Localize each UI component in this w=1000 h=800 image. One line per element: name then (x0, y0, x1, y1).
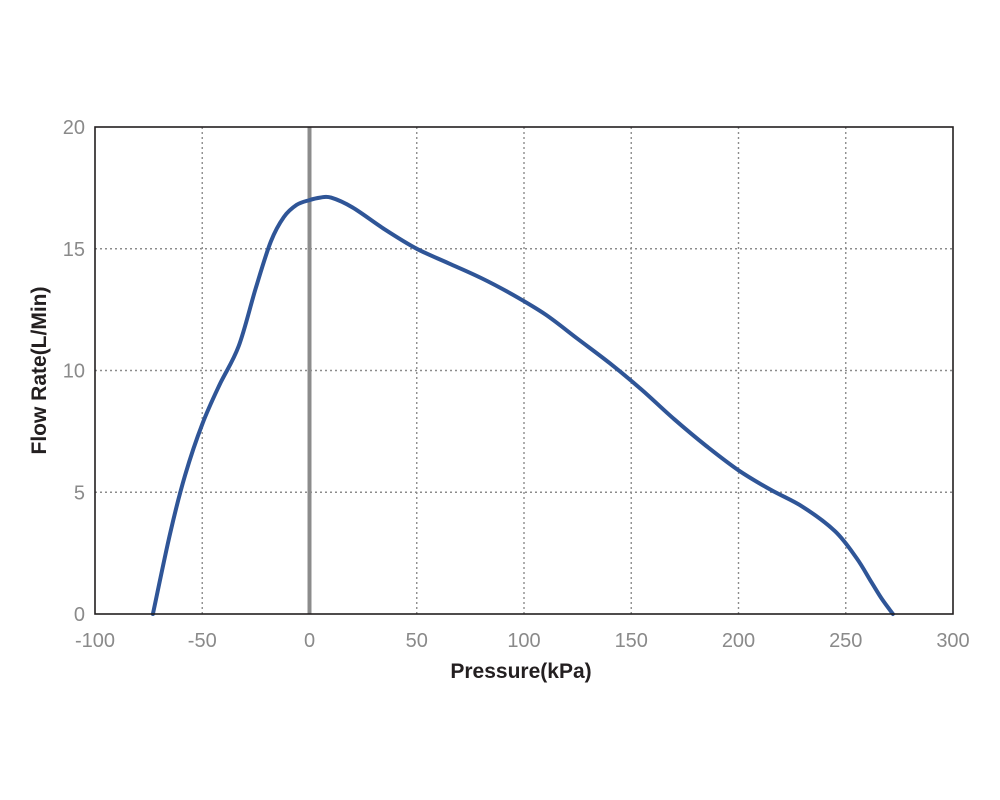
x-tick-labels: -100 -50 0 50 100 150 200 250 300 (75, 630, 970, 652)
x-tick-label: 100 (507, 630, 540, 652)
x-axis-title: Pressure(kPa) (450, 660, 591, 683)
y-tick-label: 5 (74, 482, 85, 504)
grid-layer (95, 127, 953, 614)
y-tick-label: 20 (63, 117, 85, 139)
x-tick-label: 0 (304, 630, 315, 652)
y-axis-title: Flow Rate(L/Min) (28, 287, 51, 455)
y-tick-label: 0 (74, 604, 85, 626)
x-tick-label: -50 (188, 630, 217, 652)
plot-frame (94, 126, 954, 615)
x-tick-label: 50 (406, 630, 428, 652)
x-tick-label: 250 (829, 630, 862, 652)
y-tick-labels: 0 5 10 15 20 (63, 117, 85, 626)
x-tick-label: 200 (722, 630, 755, 652)
series-layer (150, 194, 895, 616)
x-tick-label: 150 (615, 630, 648, 652)
x-tick-label: 300 (936, 630, 969, 652)
flow-rate-series-line (150, 194, 895, 616)
y-tick-label: 10 (63, 361, 85, 383)
y-tick-label: 15 (63, 239, 85, 261)
x-tick-label: -100 (75, 630, 115, 652)
